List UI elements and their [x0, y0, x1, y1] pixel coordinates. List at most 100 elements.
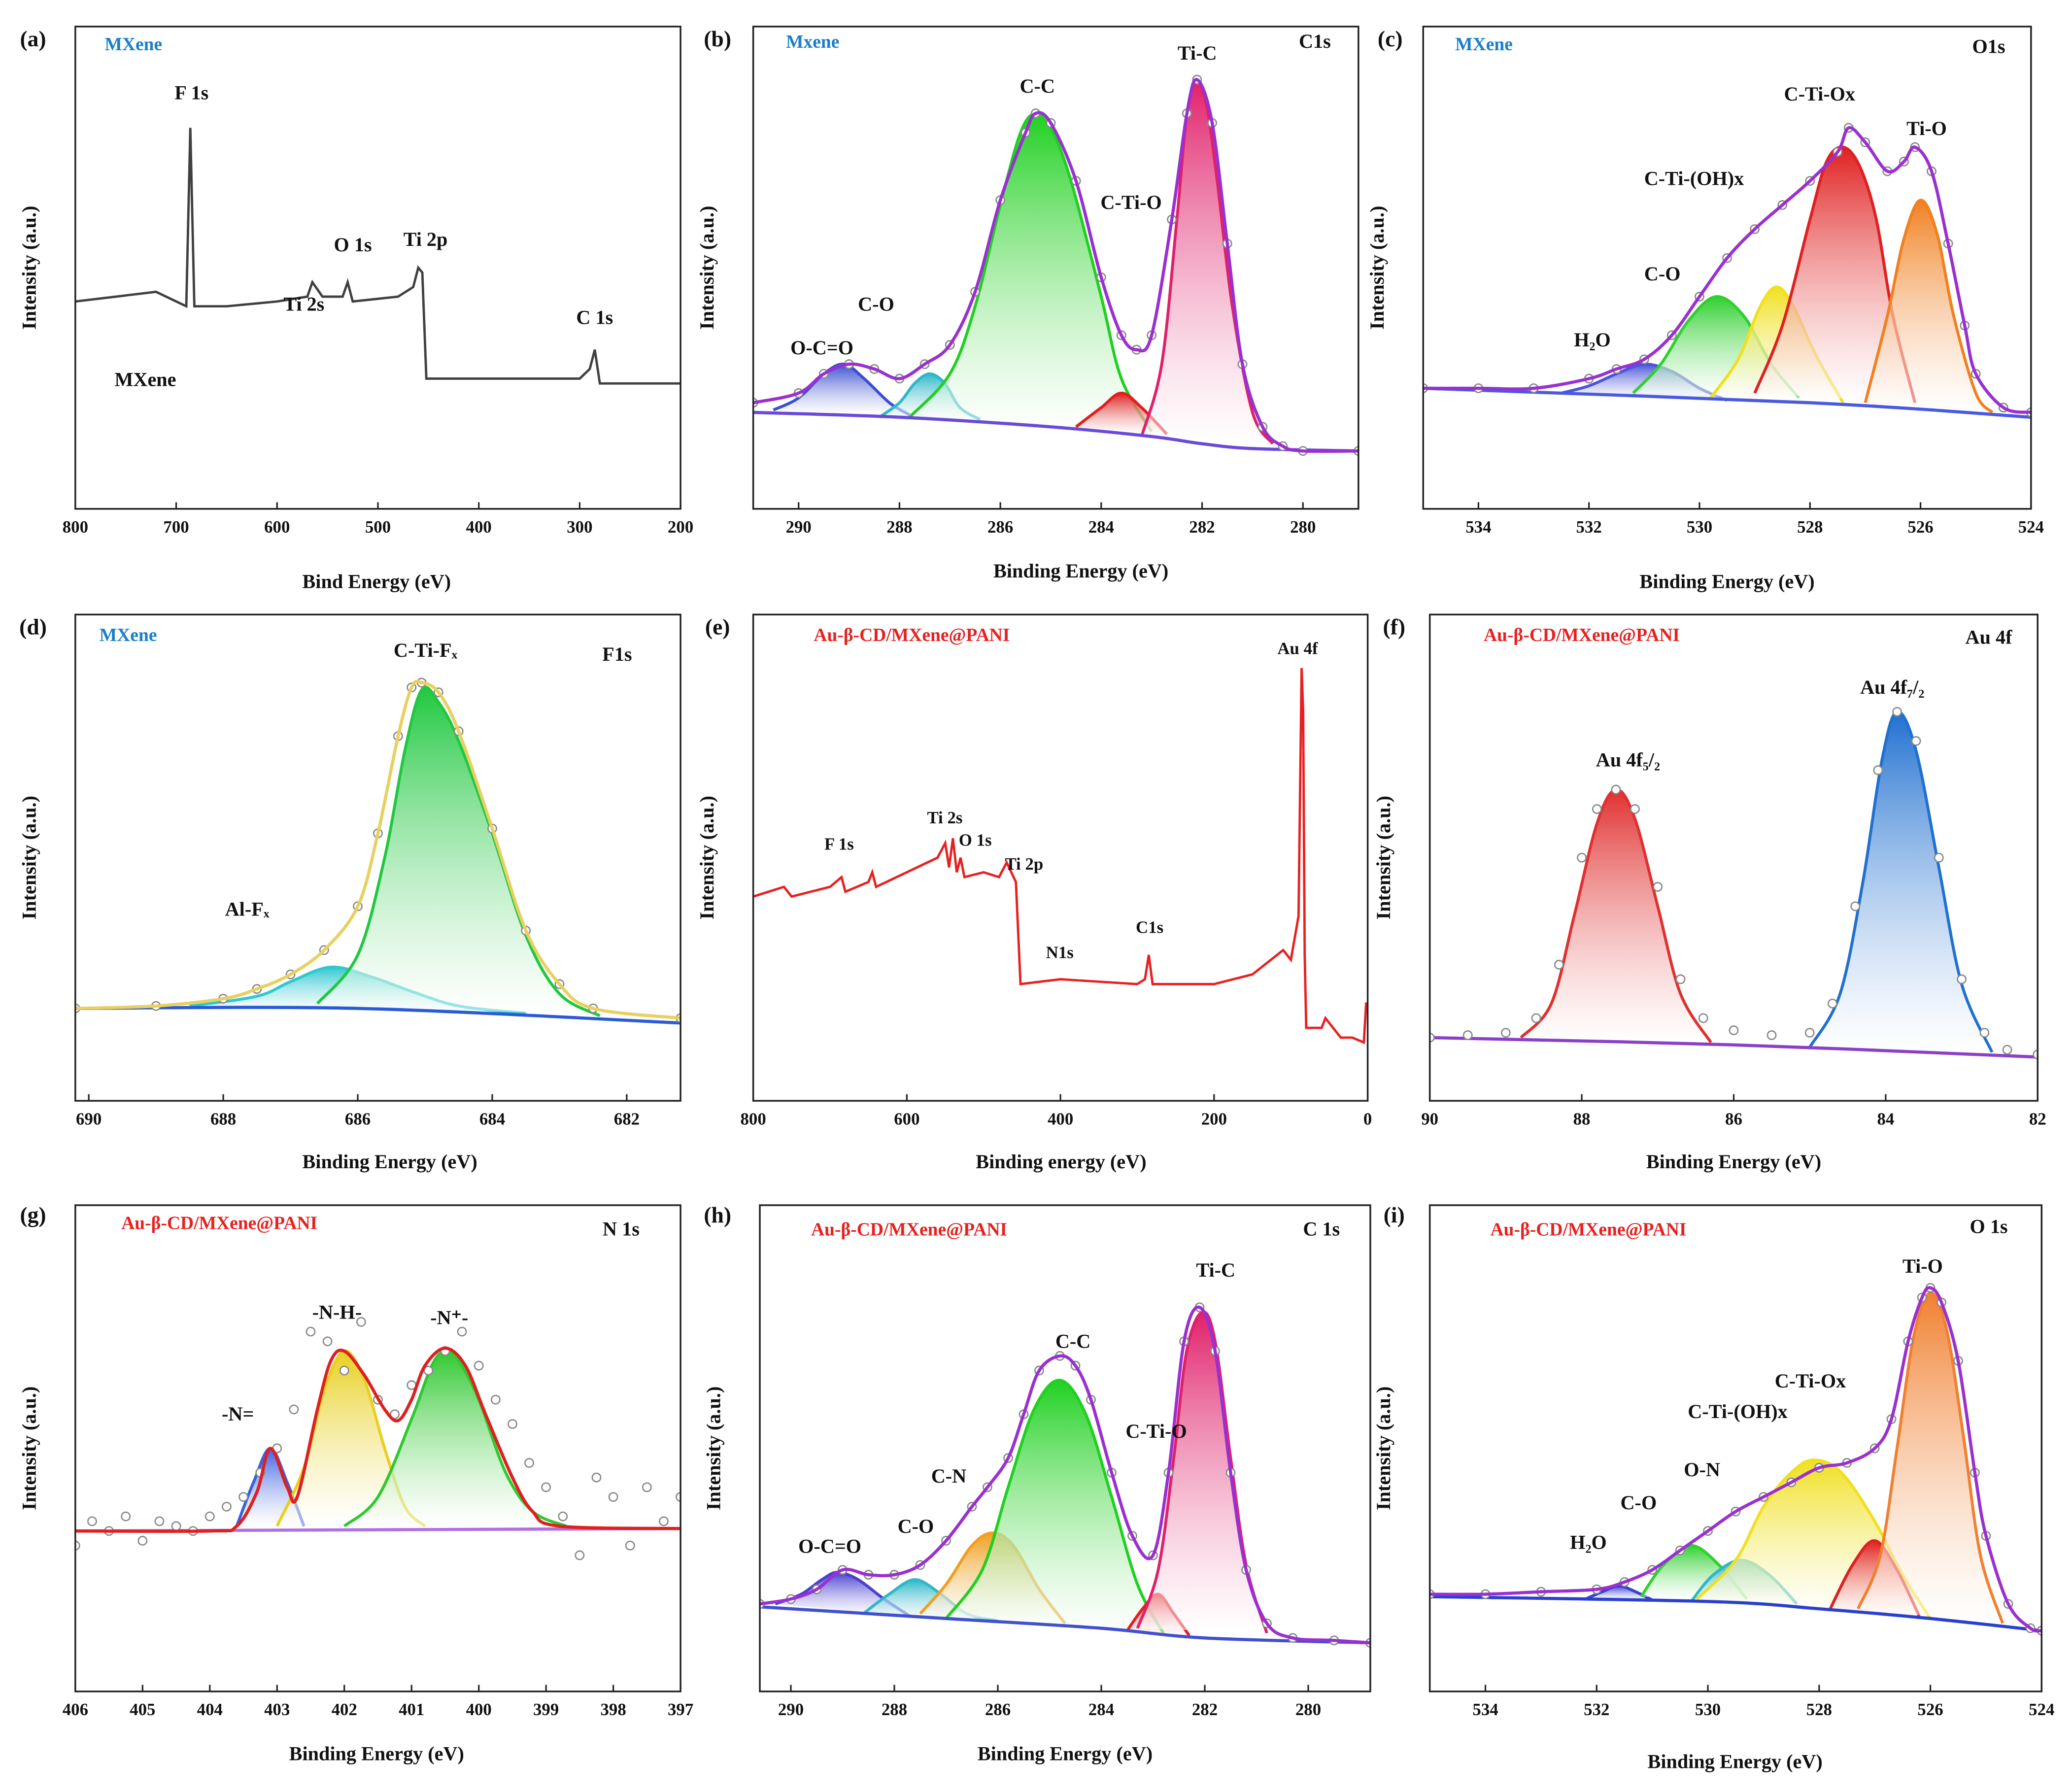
fit-line — [760, 1305, 1370, 1645]
peak-label: C-Ti-(OH)x — [1644, 168, 1744, 190]
peak-label: C-Ti-Fₓ — [394, 639, 458, 661]
region-label: O 1s — [1970, 1215, 2007, 1237]
x-tick-label: 600 — [264, 517, 290, 537]
x-axis-label: Binding Energy (eV) — [1646, 1150, 1821, 1173]
data-point — [75, 1540, 80, 1551]
peak-label: -N-H- — [312, 1301, 362, 1323]
peak-label: C 1s — [576, 306, 613, 328]
data-point — [289, 1404, 299, 1415]
data-point — [1675, 974, 1686, 984]
data-point — [221, 1501, 232, 1512]
peak-label: C-Ti-Ox — [1784, 83, 1856, 105]
x-tick-label: 600 — [894, 1109, 919, 1128]
component-area — [317, 687, 600, 1016]
peak-label: Au 4f — [1277, 639, 1318, 658]
x-axis-label: Binding Energy (eV) — [289, 1742, 464, 1764]
data-point — [490, 1394, 501, 1405]
data-point — [1611, 784, 1621, 795]
plot-area — [75, 128, 681, 385]
data-point — [1729, 1025, 1739, 1035]
region-label: C 1s — [1303, 1218, 1340, 1240]
component-area — [1858, 1292, 2003, 1623]
panel: 90 88 86 84 82 Binding Energy (eV) Intensity (… — [1372, 613, 2046, 1173]
y-axis-label: Intensity (a.u.) — [1366, 206, 1388, 330]
peak-label: C-C — [1019, 75, 1054, 97]
plot-frame — [752, 613, 1369, 1102]
panel-letter: (a) — [20, 26, 46, 51]
peak-label: C-Ti-(OH)x — [1688, 1400, 1788, 1422]
x-tick-label: 200 — [668, 517, 693, 537]
data-point — [1850, 901, 1861, 912]
peak-label: Al-Fₓ — [225, 898, 270, 920]
peak-label: C-C — [1055, 1330, 1090, 1352]
component-area — [1585, 1586, 1653, 1600]
peak-label: Ti-C — [1196, 1259, 1235, 1281]
data-point — [575, 1550, 585, 1560]
x-tick-label: 684 — [479, 1109, 505, 1128]
x-tick-label: 288 — [882, 1700, 907, 1719]
component-area — [909, 113, 1152, 432]
component-area — [1521, 789, 1711, 1043]
data-point — [1592, 804, 1602, 814]
plot-frame — [1428, 1204, 2043, 1692]
y-axis-label: Intensity (a.u.) — [1372, 796, 1394, 919]
x-tick-label: 532 — [1584, 1700, 1609, 1719]
x-tick-label: 90 — [1421, 1109, 1438, 1128]
panel: 690 688 686 684 682 Binding Energy (eV) Intens… — [18, 613, 681, 1173]
peak-label: Ti 2s — [283, 293, 324, 315]
y-axis-label: Intensity (a.u.) — [18, 1386, 40, 1510]
y-axis-label: Intensity (a.u.) — [703, 1386, 725, 1510]
sample-label: Au-β-CD/MXene@PANI — [121, 1213, 317, 1233]
plot-area — [760, 1302, 1370, 1648]
y-axis-label: Intensity (a.u.) — [696, 796, 718, 919]
peak-label: Ti 2p — [1005, 854, 1043, 874]
panel-letter: (f) — [1383, 614, 1405, 640]
peak-label: O 1s — [334, 234, 372, 256]
data-point — [1462, 1030, 1473, 1040]
fit-line — [1423, 126, 2031, 414]
sample-label: MXene — [104, 34, 162, 55]
x-tick-label: 800 — [63, 517, 88, 537]
data-point — [322, 1336, 333, 1347]
fit-line — [75, 1346, 681, 1533]
data-point — [591, 1472, 602, 1483]
peak-label: O 1s — [959, 831, 992, 850]
component-area — [1755, 147, 1915, 403]
data-point — [121, 1511, 131, 1522]
peak-label: N1s — [1046, 943, 1074, 962]
peak-label: C-O — [1644, 263, 1681, 285]
plot-area — [75, 1317, 681, 1560]
plot-frame — [74, 1204, 681, 1692]
x-tick-label: 286 — [985, 1700, 1011, 1719]
peak-label: Au 4f₅/₂ — [1596, 749, 1660, 771]
y-axis-label: Intensity (a.u.) — [1372, 1386, 1394, 1510]
plot-frame — [74, 613, 681, 1102]
x-tick-label: 686 — [345, 1109, 371, 1128]
data-point — [558, 1511, 568, 1522]
panel: 534 532 530 528 526 524 Binding Energy (eV) Int… — [1366, 26, 2044, 593]
component-area — [1141, 79, 1273, 444]
data-point — [238, 1492, 248, 1502]
x-tick-label: 400 — [466, 1700, 492, 1719]
fit-line — [1423, 386, 2031, 419]
peak-label: Au 4f₇/₂ — [1860, 676, 1924, 698]
x-tick-label: 690 — [76, 1109, 102, 1128]
x-tick-label: 400 — [1048, 1109, 1073, 1128]
data-point — [204, 1511, 215, 1522]
peak-label: F 1s — [174, 81, 208, 103]
sample-label: Au-β-CD/MXene@PANI — [1484, 625, 1680, 645]
x-tick-label: 84 — [1877, 1109, 1894, 1128]
component-line — [316, 685, 601, 1017]
peak-label: O-C=O — [798, 1535, 861, 1557]
fit-line — [75, 679, 681, 1020]
peak-label: C-Ti-Ox — [1775, 1370, 1846, 1392]
data-point — [306, 1326, 316, 1337]
region-label: N 1s — [603, 1218, 640, 1240]
x-tick-label: 406 — [63, 1700, 88, 1719]
panel-letter: (e) — [705, 614, 730, 640]
x-tick-label: 282 — [1189, 517, 1215, 537]
x-tick-label: 280 — [1290, 517, 1316, 537]
peak-label: -N⁺- — [430, 1306, 468, 1328]
sample-label: Au-β-CD/MXene@PANI — [811, 1220, 1007, 1240]
